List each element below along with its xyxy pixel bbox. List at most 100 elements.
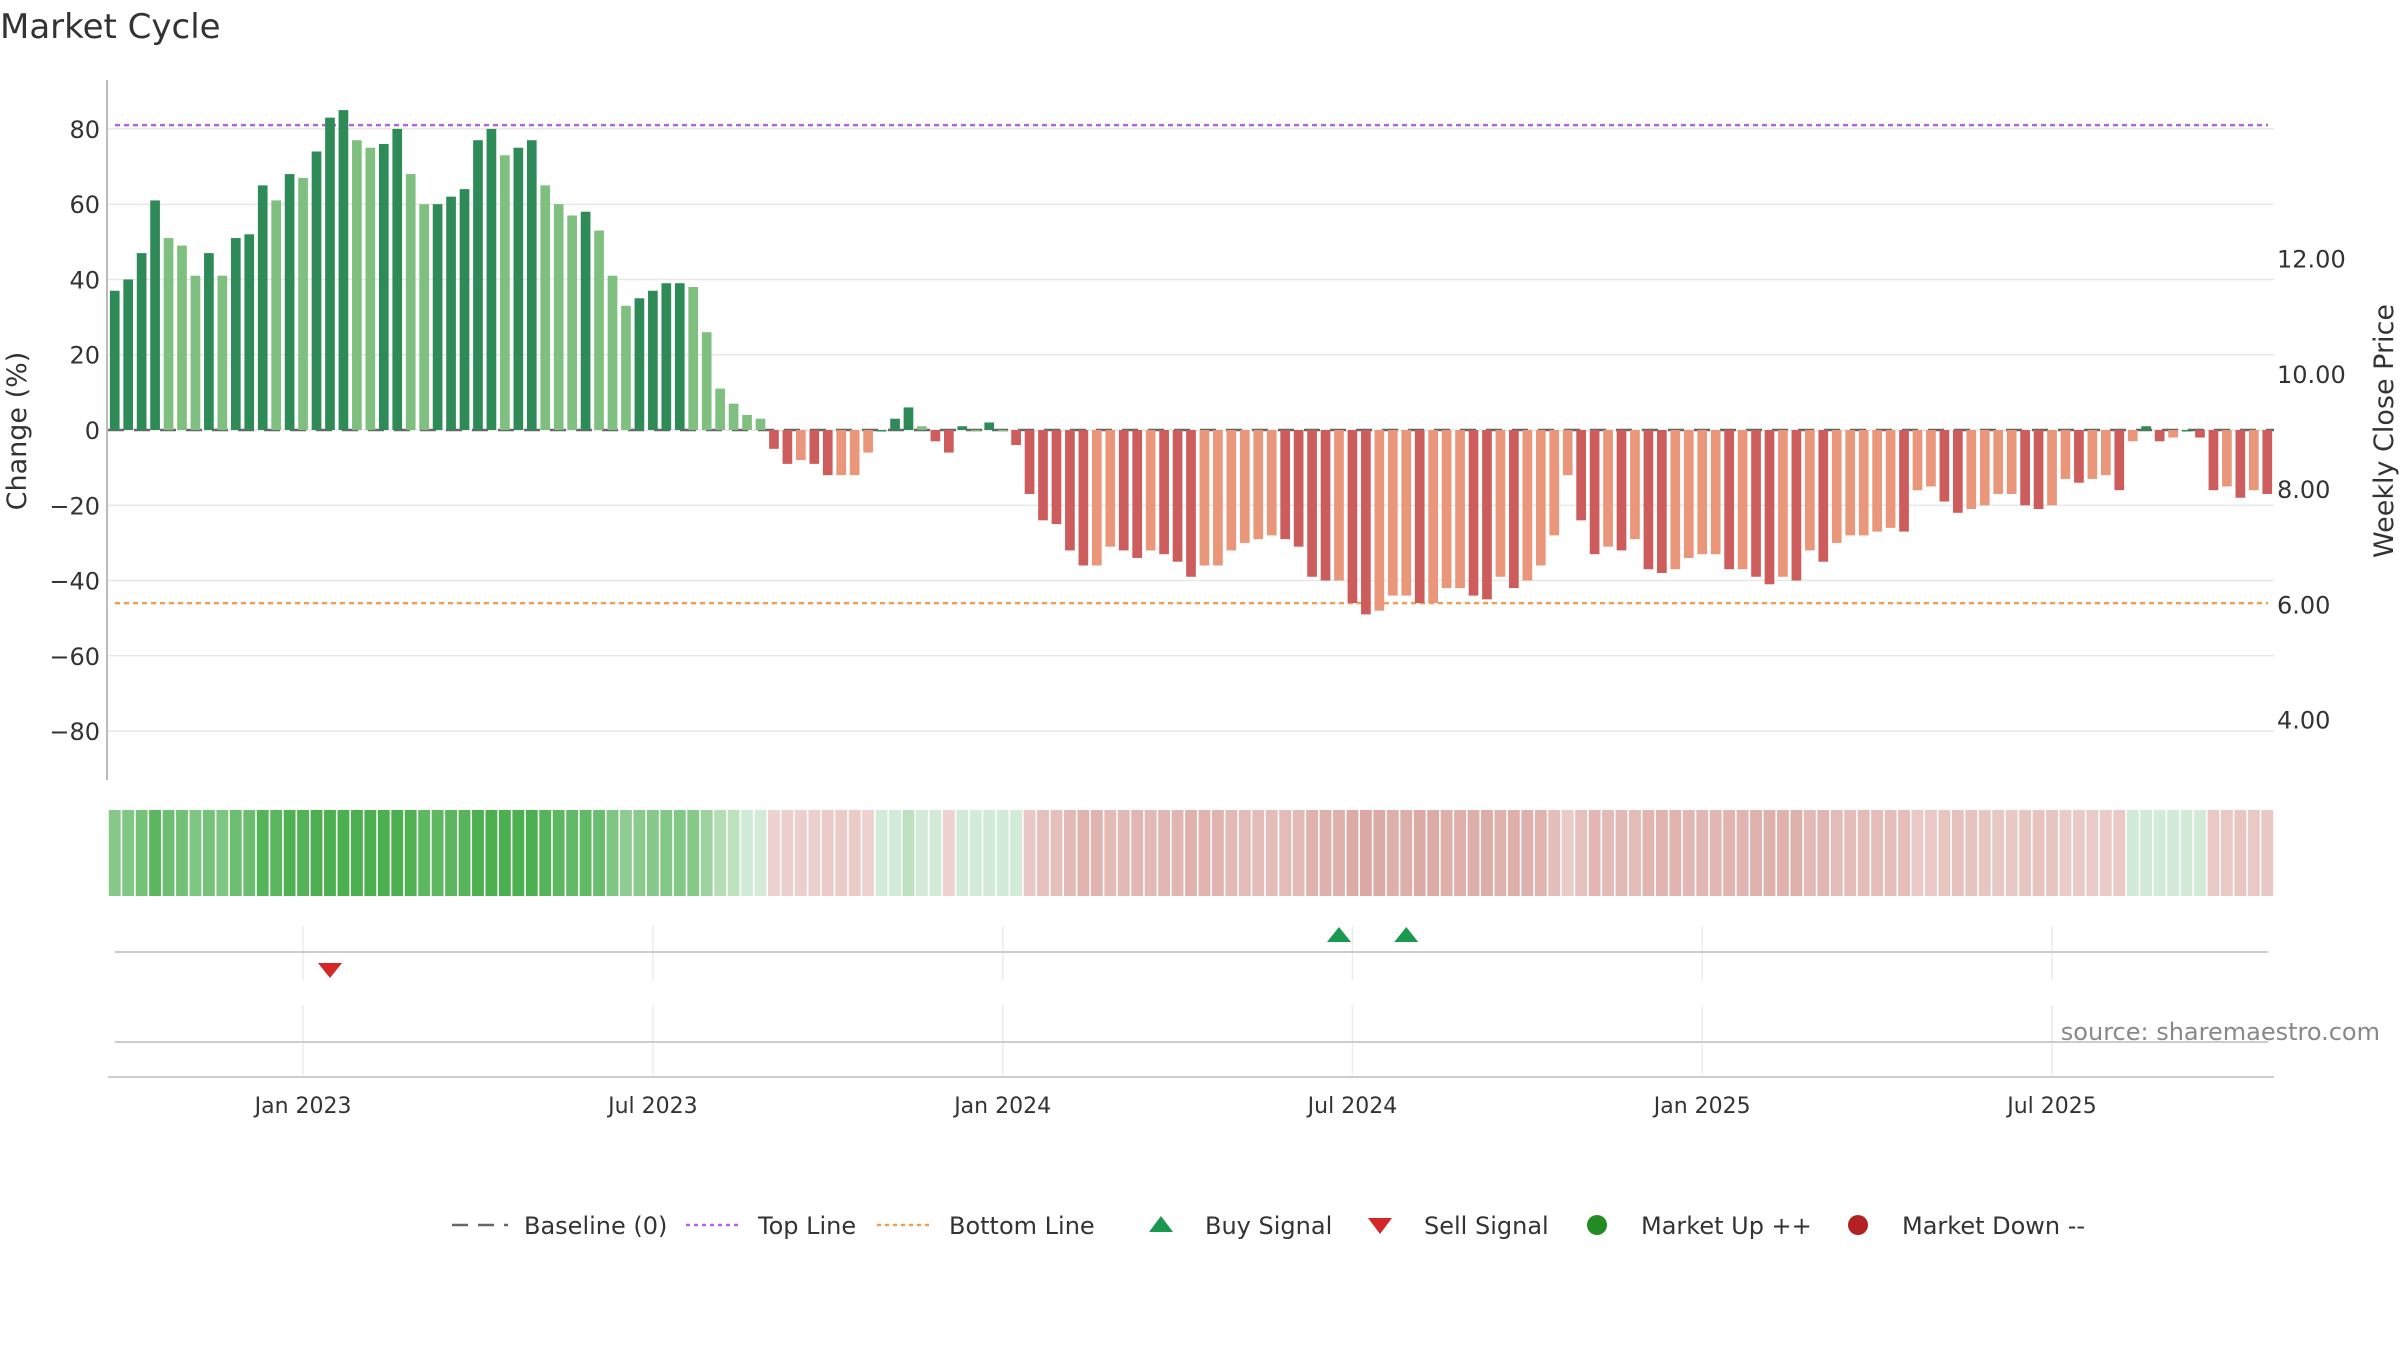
heat-cell: [1090, 810, 1103, 896]
heat-cell: [202, 810, 215, 896]
heat-cell: [1884, 810, 1897, 896]
y-tick-label-right: 10.00: [2277, 361, 2346, 389]
bar: [1657, 430, 1667, 574]
y-tick-label-right: 8.00: [2277, 476, 2330, 504]
bar: [580, 211, 591, 430]
heat-cell: [2072, 810, 2085, 896]
bar: [244, 234, 255, 430]
legend-label: Market Up ++: [1641, 1212, 1812, 1240]
bar: [553, 204, 564, 430]
heat-cell: [1534, 810, 1547, 896]
heat-cell: [889, 810, 901, 896]
heat-cell: [2140, 810, 2153, 896]
bar: [459, 189, 470, 430]
heat-cell: [243, 810, 256, 896]
heat-cell: [781, 810, 794, 896]
heat-cell: [108, 810, 121, 896]
bar: [1576, 430, 1586, 521]
heat-cell: [1333, 810, 1345, 896]
bar: [1226, 430, 1237, 551]
heat-cell: [687, 810, 700, 896]
bar: [432, 204, 443, 430]
bar: [634, 298, 645, 430]
y-tick-label-left: 0: [85, 417, 100, 445]
bar: [796, 430, 806, 461]
bar: [1939, 430, 1950, 502]
heat-cell: [176, 810, 188, 896]
bar: [715, 388, 725, 430]
bar: [2262, 430, 2273, 494]
heat-cell: [1978, 810, 1991, 896]
heat-cell: [458, 810, 471, 896]
bar: [674, 283, 685, 430]
bar: [1024, 430, 1035, 494]
bar: [1670, 430, 1681, 570]
legend-down-triangle-icon: [1368, 1218, 1392, 1234]
heat-cell: [1144, 810, 1157, 896]
heat-cell: [1763, 810, 1776, 896]
buy-signal-marker: [1394, 927, 1419, 942]
heat-cell: [1669, 810, 1682, 896]
bar: [473, 140, 483, 430]
heat-cell: [472, 810, 484, 896]
heat-cell: [1777, 810, 1789, 896]
bar: [1966, 430, 1977, 510]
legend-item: Baseline (0): [452, 1212, 667, 1240]
bar: [1078, 430, 1089, 566]
heat-cell: [2220, 810, 2233, 896]
bar: [997, 430, 1008, 432]
bar: [2195, 430, 2205, 438]
x-tick-label: Jul 2023: [606, 1094, 698, 1119]
bar: [1199, 430, 1210, 566]
legend-item: Buy Signal: [1149, 1212, 1332, 1240]
x-tick-label: Jan 2024: [952, 1094, 1051, 1119]
bar: [836, 430, 847, 476]
bar: [661, 283, 672, 430]
bar: [769, 430, 779, 449]
bar: [1831, 430, 1842, 543]
heat-cell: [377, 810, 390, 896]
heat-cell: [2207, 810, 2220, 896]
bar: [1643, 430, 1654, 570]
bar: [2222, 430, 2232, 487]
heat-cell: [983, 810, 996, 896]
bar: [742, 414, 752, 430]
heat-cell: [754, 810, 767, 896]
heat-cell: [1050, 810, 1063, 896]
heat-cell: [512, 810, 525, 896]
bar: [2235, 430, 2246, 498]
bar: [230, 238, 241, 430]
bar: [446, 196, 456, 430]
heat-cell: [2180, 810, 2193, 896]
chart-title: Market Cycle: [0, 7, 221, 47]
heat-cell: [149, 810, 162, 896]
bar: [378, 143, 389, 430]
bar: [1589, 430, 1600, 555]
heat-cell: [768, 810, 780, 896]
y-tick-label-left: −40: [49, 568, 100, 596]
heat-cell: [297, 810, 310, 896]
heat-cell: [1992, 810, 2005, 896]
heat-cell: [1951, 810, 1964, 896]
bar: [1051, 430, 1062, 525]
bar: [957, 426, 968, 430]
heat-cell: [1279, 810, 1292, 896]
heat-cell: [350, 810, 363, 896]
heat-cell: [310, 810, 323, 896]
heat-cell: [1750, 810, 1762, 896]
heat-cell: [2167, 810, 2180, 896]
bar: [728, 403, 739, 430]
bar: [1845, 430, 1856, 536]
legend-label: Market Down --: [1902, 1212, 2085, 1240]
heat-cell: [1817, 810, 1830, 896]
heat-cell: [1696, 810, 1709, 896]
heat-cell: [525, 810, 538, 896]
bar: [1522, 430, 1533, 581]
bar: [163, 238, 174, 430]
heat-cell: [1454, 810, 1466, 896]
bar: [1105, 430, 1116, 547]
bar: [123, 279, 134, 430]
heat-cell: [391, 810, 404, 896]
